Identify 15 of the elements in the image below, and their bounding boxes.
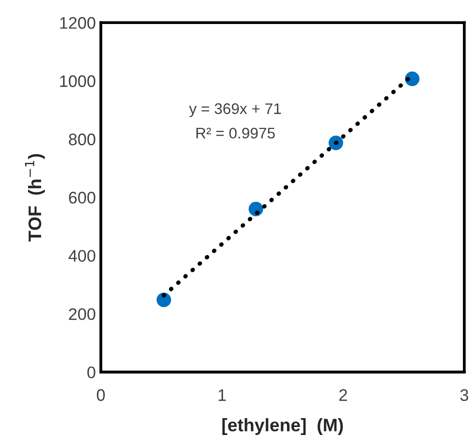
y-axis-title: TOF (h$^{−1}$) [24,154,45,242]
y-tick-label: 0 [87,366,96,378]
y-tick-label: 800 [68,134,96,146]
x-axis-title: [ethylene] (M) [222,418,343,435]
x-tick-label: 0 [96,389,105,401]
annotation: y = 369x + 71 [189,103,281,118]
y-tick-label: 600 [69,192,96,204]
x-tick-label: 2 [339,389,347,401]
x-tick-label: 1 [218,389,226,401]
y-tick-label: 200 [69,308,96,320]
y-tick-label: 400 [68,250,96,262]
x-tick-label: 3 [460,389,468,401]
annotation: R² = 0.9975 [196,128,275,139]
y-tick-label: 1200 [60,17,96,29]
y-tick-label: 1000 [60,75,96,88]
